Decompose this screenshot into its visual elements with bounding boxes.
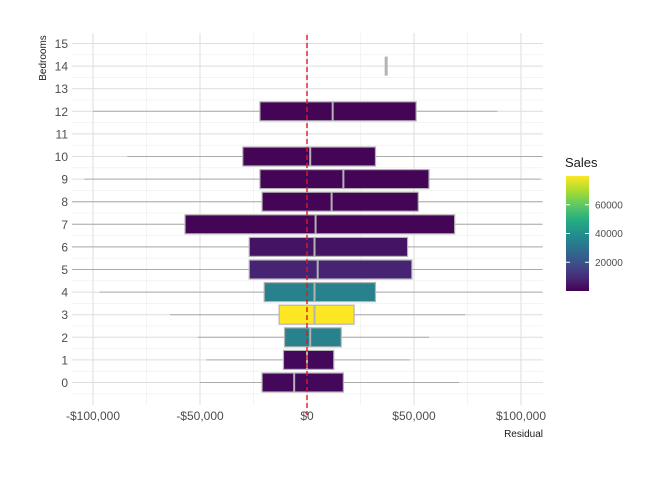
y-tick-label: 5 xyxy=(61,263,68,277)
boxes xyxy=(184,56,456,393)
legend-title: Sales xyxy=(565,155,598,170)
box-bedrooms-1 xyxy=(282,349,335,370)
box-bedrooms-10 xyxy=(242,146,377,167)
y-tick-label: 0 xyxy=(61,376,68,390)
colorbar-ticks: 20000 40000 60000 xyxy=(566,200,623,269)
x-tick-label: -$100,000 xyxy=(66,409,120,423)
box-bedrooms-12 xyxy=(259,101,417,122)
box-bedrooms-6 xyxy=(248,236,409,257)
box-bedrooms-9 xyxy=(259,169,430,190)
y-tick-label: 14 xyxy=(55,60,69,74)
y-tick-label: 11 xyxy=(56,127,69,141)
x-axis-title: Residual xyxy=(504,429,543,440)
x-tick-label: $0 xyxy=(300,409,314,423)
whiskers xyxy=(72,110,543,383)
x-tick-label: -$50,000 xyxy=(176,409,224,423)
box-bedrooms-0 xyxy=(261,372,344,393)
colorbar-tick-label: 40000 xyxy=(595,229,623,240)
box-bedrooms-4 xyxy=(263,282,377,303)
y-tick-label: 6 xyxy=(61,240,68,254)
x-tick-label: $50,000 xyxy=(392,409,436,423)
x-tick-labels: -$100,000 -$50,000 $0 $50,000 $100,000 xyxy=(66,409,546,423)
y-axis-title: Bedrooms xyxy=(38,35,49,81)
y-tick-label: 3 xyxy=(61,308,68,322)
y-tick-label: 9 xyxy=(61,173,68,187)
y-tick-label: 8 xyxy=(61,195,68,209)
colorbar xyxy=(566,176,589,291)
y-tick-label: 12 xyxy=(55,105,69,119)
box-bedrooms-5 xyxy=(248,259,413,280)
y-tick-label: 15 xyxy=(55,37,69,51)
y-tick-label: 7 xyxy=(61,218,68,232)
y-tick-label: 2 xyxy=(61,331,68,345)
box-bedrooms-2 xyxy=(283,327,342,348)
y-tick-label: 13 xyxy=(55,82,69,96)
box-bedrooms-7 xyxy=(184,214,456,235)
box-bedrooms-8 xyxy=(261,191,419,212)
colorbar-tick-label: 20000 xyxy=(595,258,623,269)
y-tick-label: 4 xyxy=(61,286,68,300)
y-tick-label: 10 xyxy=(55,150,69,164)
y-tick-label: 1 xyxy=(61,353,68,367)
colorbar-tick-label: 60000 xyxy=(595,200,623,211)
box-bedrooms-3 xyxy=(278,304,355,325)
sales-colorbar-legend: Sales 20000 40000 60000 xyxy=(565,155,623,291)
x-tick-label: $100,000 xyxy=(496,409,546,423)
